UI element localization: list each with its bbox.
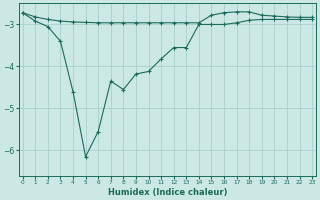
X-axis label: Humidex (Indice chaleur): Humidex (Indice chaleur) bbox=[108, 188, 227, 197]
